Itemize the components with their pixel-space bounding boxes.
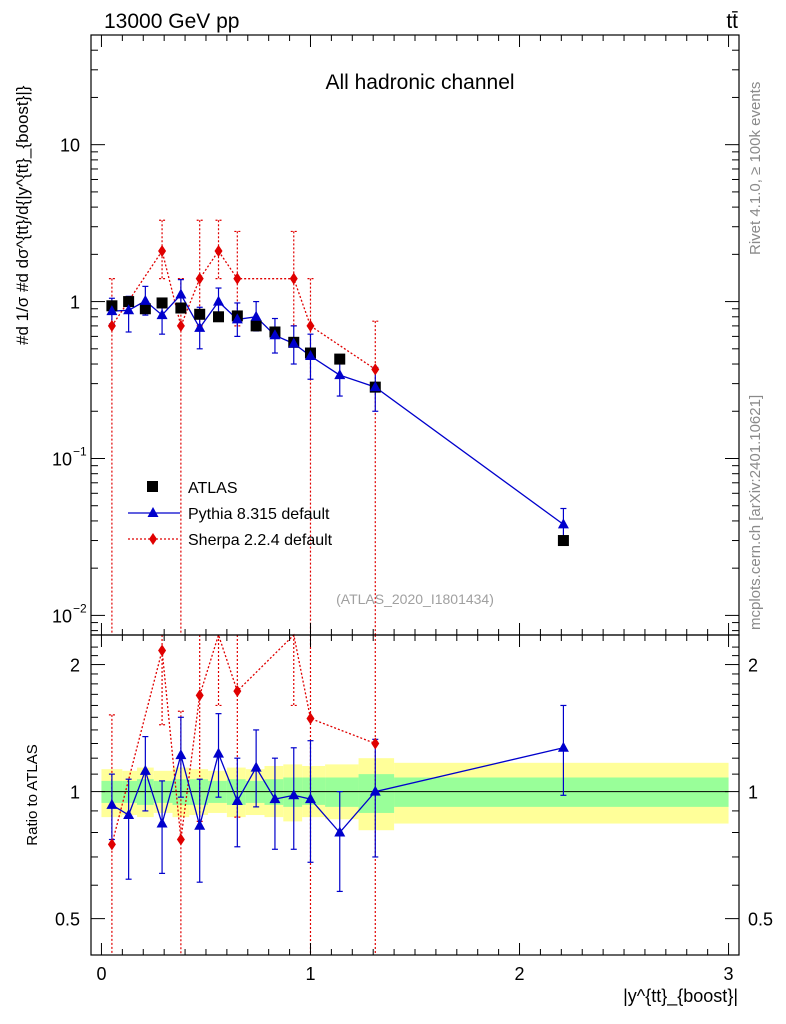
sherpa-point-1 [158, 245, 167, 258]
side-label-top: Rivet 4.1.0, ≥ 100k events [747, 82, 764, 255]
pythia-ratio-point-5 [194, 819, 206, 830]
x-tick-label-0: 0 [96, 964, 106, 984]
atlas-point-2 [139, 303, 151, 315]
pythia-point-14 [557, 518, 569, 529]
sherpa-point-3 [195, 272, 204, 285]
pythia-point-13 [369, 381, 381, 392]
y-ratio-tick-label-l-1: 1 [70, 783, 80, 803]
ratio-bands [101, 758, 729, 831]
pythia-ratio-point-2 [139, 764, 151, 775]
y-main-tick-exp-3: −2 [73, 601, 87, 615]
y-main-tick-label-0: 10 [60, 136, 80, 156]
atlas-point-3 [156, 297, 168, 309]
atlas-point-6 [213, 311, 225, 323]
pythia-ratio-point-0 [106, 798, 118, 809]
pythia-point-7 [231, 313, 243, 324]
pythia-ratio-point-7 [231, 794, 243, 805]
sherpa-ratio-point-2 [176, 833, 185, 846]
sherpa-point-0 [107, 319, 116, 332]
atlas-point-12 [334, 353, 346, 365]
sherpa-point-7 [306, 319, 315, 332]
legend: ATLAS Pythia 8.315 default Sherpa 2.2.4 … [128, 480, 333, 549]
y-ratio-tick-label-l-0: 2 [70, 656, 80, 676]
atlas-point-1 [123, 296, 135, 308]
pythia-point-5 [194, 321, 206, 332]
sherpa-point-2 [176, 319, 185, 332]
sherpa-ratio-point-5 [233, 685, 242, 698]
legend-label-sherpa: Sherpa 2.2.4 default [188, 532, 333, 549]
pythia-ratio-point-13 [369, 785, 381, 796]
pythia-point-2 [139, 294, 151, 305]
pythia-point-10 [288, 337, 300, 348]
pythia-ratio-point-1 [123, 809, 135, 820]
header-left: 13000 GeV pp [104, 10, 239, 33]
atlas-point-4 [175, 302, 187, 314]
legend-label-pythia: Pythia 8.315 default [188, 506, 330, 523]
atlas-point-5 [194, 308, 206, 320]
pythia-ratio-point-10 [288, 789, 300, 800]
y-ratio-tick-label-r-2: 0.5 [748, 910, 773, 930]
pythia-ratio-point-14 [557, 741, 569, 752]
sherpa-ratio-point-0 [107, 838, 116, 851]
pythia-ratio-point-3 [156, 817, 168, 828]
sherpa-ratio-point-8 [371, 737, 380, 750]
main-panel [106, 219, 569, 635]
y-main-tick-label-3: 10 [52, 606, 72, 626]
y-main-tick-label-2: 10 [52, 449, 72, 469]
ratio-panel-frame [90, 634, 740, 956]
legend-marker-pythia [147, 507, 159, 517]
pythia-point-9 [269, 329, 281, 340]
legend-marker-sherpa [149, 533, 157, 545]
y-ratio-tick-label-r-1: 1 [748, 783, 758, 803]
sherpa-point-6 [289, 272, 298, 285]
sherpa-ratio-point-3 [195, 689, 204, 702]
pythia-point-11 [304, 349, 316, 360]
pythia-ratio-point-8 [250, 761, 262, 772]
pythia-point-4 [175, 288, 187, 299]
y-ratio-tick-label-r-0: 2 [748, 656, 758, 676]
x-tick-label-2: 2 [515, 964, 525, 984]
pythia-ratio-point-11 [304, 793, 316, 804]
pythia-ratio-point-9 [269, 793, 281, 804]
header-right: tt̄ [726, 10, 738, 33]
sherpa-line [111, 249, 376, 370]
pythia-ratio-point-6 [213, 747, 225, 758]
pythia-ratio-point-4 [175, 749, 187, 760]
x-tick-label-3: 3 [724, 964, 734, 984]
pythia-point-8 [250, 310, 262, 321]
y-main-tick-label-1: 1 [70, 293, 80, 313]
y-ratio-tick-label-l-2: 0.5 [55, 910, 80, 930]
legend-label-atlas: ATLAS [188, 480, 238, 497]
pythia-point-3 [156, 309, 168, 320]
atlas-point-14 [557, 535, 569, 547]
pythia-point-12 [334, 369, 346, 380]
pythia-ratio-point-12 [334, 826, 346, 837]
pythia-point-6 [213, 295, 225, 306]
pythia-point-1 [123, 304, 135, 315]
watermark-label: (ATLAS_2020_I1801434) [336, 591, 494, 607]
y-axis-label-ratio: Ratio to ATLAS [24, 744, 41, 845]
y-axis-label-main: #d 1/σ #d dσ^{tt}/d{|y^{tt}_{boost}|} [13, 85, 32, 345]
legend-marker-atlas [147, 481, 158, 492]
pythia-point-0 [106, 305, 118, 316]
sherpa-point-8 [371, 363, 380, 376]
chart-title: All hadronic channel [325, 71, 514, 94]
sherpa-ratio-point-1 [158, 644, 167, 657]
side-label-bottom: mcplots.cern.ch [arXiv:2401.10621] [747, 395, 764, 630]
sherpa-point-4 [214, 245, 223, 258]
sherpa-point-5 [233, 272, 242, 285]
band-inner-14 [394, 777, 729, 807]
y-main-tick-exp-2: −1 [73, 444, 87, 458]
ratio-panel [106, 632, 569, 955]
sherpa-ratio-point-7 [306, 712, 315, 725]
atlas-point-8 [250, 320, 262, 332]
x-tick-label-1: 1 [305, 964, 315, 984]
x-axis-label: |y^{tt}_{boost}| [623, 986, 738, 1007]
